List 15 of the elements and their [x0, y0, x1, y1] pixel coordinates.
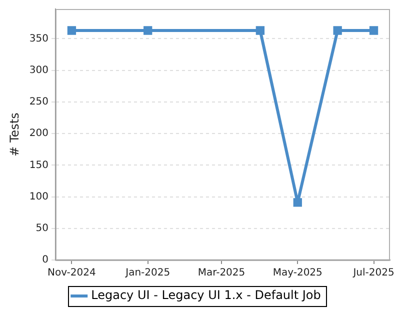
- y-tick-label: 350: [29, 33, 48, 44]
- x-tick-label: Mar-2025: [198, 268, 246, 279]
- y-tick-label: 100: [29, 191, 48, 202]
- y-axis-title: # Tests: [7, 112, 22, 156]
- x-tick-label: Jan-2025: [124, 268, 170, 279]
- y-tick-label: 50: [36, 222, 48, 234]
- y-tick-label: 250: [29, 96, 48, 108]
- y-tick-label: 0: [42, 254, 48, 266]
- x-tick-label: May-2025: [272, 268, 322, 279]
- x-tick-label: Nov-2024: [48, 268, 96, 279]
- y-tick-label: 300: [29, 64, 48, 76]
- y-tick-label: 150: [29, 160, 48, 171]
- y-tick-label: 200: [29, 128, 48, 140]
- x-tick-label: Jul-2025: [352, 268, 394, 279]
- legend-label: Legacy UI - Legacy UI 1.x - Default Job: [91, 288, 321, 302]
